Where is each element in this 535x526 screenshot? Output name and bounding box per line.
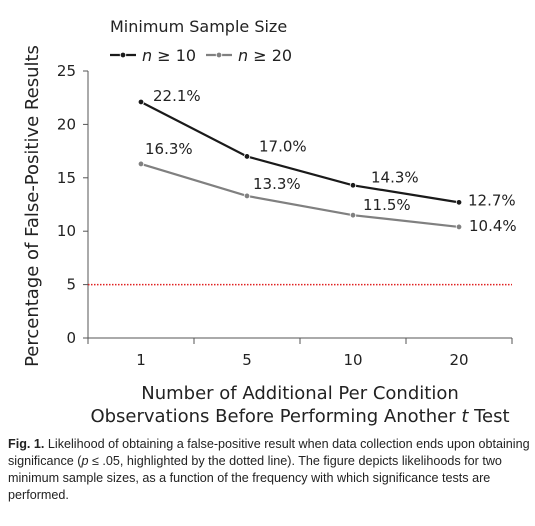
data-point xyxy=(455,199,463,206)
data-label: 10.4% xyxy=(469,217,517,235)
y-tick-label: 0 xyxy=(66,329,76,347)
series-line xyxy=(140,162,460,229)
legend: n ≥ 10 n ≥ 20 xyxy=(110,46,292,65)
y-tick-label: 10 xyxy=(57,222,76,240)
data-label: 13.3% xyxy=(253,175,301,193)
y-tick-label: 5 xyxy=(66,276,76,294)
data-label: 16.3% xyxy=(145,140,193,158)
legend-swatch-point xyxy=(215,51,223,59)
x-tick-label: 5 xyxy=(242,351,252,369)
series-line xyxy=(140,100,460,204)
caption-p-symbol: p xyxy=(81,454,89,468)
figure-caption: Fig. 1. Likelihood of obtaining a false-… xyxy=(8,436,530,504)
series-group: 22.1% 17.0% 14.3% 12.7% 16.3% 13.3% 11.5% 10.4% xyxy=(137,87,517,235)
legend-label: n ≥ 10 xyxy=(142,46,196,65)
legend-label-variable: n xyxy=(238,46,248,65)
y-tick-label: 15 xyxy=(57,169,76,187)
legend-item-2: n ≥ 20 xyxy=(206,46,292,65)
caption-text-end: ≤ .05, highlighted by the dotted line). … xyxy=(8,454,502,502)
x-tick-label: 10 xyxy=(343,351,362,369)
legend-label-condition: ≥ 20 xyxy=(248,46,292,65)
x-axis-title-line2: Observations Before Performing Another t… xyxy=(90,406,509,427)
legend-label-variable: n xyxy=(142,46,152,65)
x-tick-label: 20 xyxy=(449,351,468,369)
legend-swatch-point xyxy=(119,51,127,59)
legend-title: Minimum Sample Size xyxy=(110,17,287,36)
x-axis-title-line2-start: Observations Before Performing Another xyxy=(90,406,461,427)
y-tick-label: 25 xyxy=(57,62,76,80)
data-label: 22.1% xyxy=(153,87,201,105)
data-point xyxy=(455,223,463,231)
false-positive-line-chart: Minimum Sample Size n ≥ 10 n ≥ 20 0510152… xyxy=(22,17,517,427)
data-point xyxy=(137,98,145,106)
x-axis-title-line1: Number of Additional Per Condition xyxy=(141,383,459,404)
legend-item-1: n ≥ 10 xyxy=(110,46,196,65)
y-axis-title: Percentage of False-Positive Results xyxy=(22,45,43,367)
data-label: 12.7% xyxy=(468,191,516,209)
x-axis-title-t: t xyxy=(461,406,469,427)
series-2: 16.3% 13.3% 11.5% 10.4% xyxy=(137,140,517,235)
data-point xyxy=(137,160,145,168)
x-tick-label: 1 xyxy=(136,351,146,369)
series-1: 22.1% 17.0% 14.3% 12.7% xyxy=(137,87,516,209)
figure-number: Fig. 1. xyxy=(8,437,45,451)
data-point xyxy=(243,192,251,200)
data-label: 11.5% xyxy=(363,196,411,214)
legend-label-condition: ≥ 10 xyxy=(152,46,196,65)
data-point xyxy=(349,182,357,189)
caption-text-start: Likelihood of obtaining a false-positive… xyxy=(8,437,530,468)
data-point xyxy=(243,153,251,160)
x-axis-title-line2-end: Test xyxy=(468,406,509,427)
data-label: 17.0% xyxy=(259,137,307,155)
legend-label: n ≥ 20 xyxy=(238,46,292,65)
y-tick-label: 20 xyxy=(57,115,76,133)
data-label: 14.3% xyxy=(371,168,419,186)
data-point xyxy=(349,211,357,219)
